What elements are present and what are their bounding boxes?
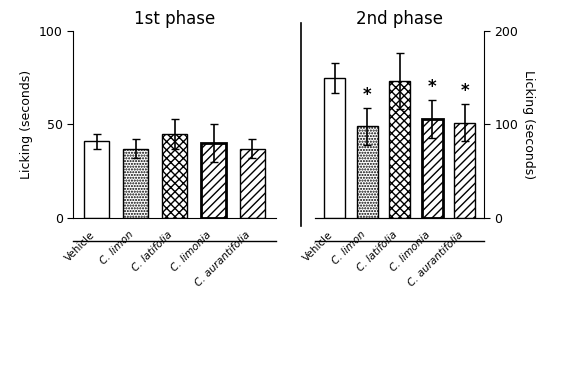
Title: 1st phase: 1st phase (134, 10, 215, 28)
Bar (201, 143, 226, 218)
Text: C. aurantifolia: C. aurantifolia (194, 229, 252, 288)
Text: *: * (363, 86, 372, 104)
Bar (422, 119, 443, 218)
Text: Vehicle: Vehicle (63, 229, 97, 263)
Bar (84, 141, 109, 218)
Text: C. limonia: C. limonia (170, 229, 213, 273)
Bar (389, 81, 410, 218)
Y-axis label: Licking (seconds): Licking (seconds) (522, 70, 535, 179)
Bar (123, 149, 148, 218)
Text: C. latifolia: C. latifolia (131, 229, 175, 273)
Bar (324, 77, 345, 218)
Text: *: * (428, 79, 436, 97)
Bar (454, 123, 475, 218)
Bar (240, 149, 265, 218)
Text: C. latifolia: C. latifolia (356, 229, 400, 273)
Title: 2nd phase: 2nd phase (356, 10, 443, 28)
Text: C. aurantifolia: C. aurantifolia (406, 229, 464, 288)
Text: *: * (461, 82, 469, 100)
Text: Vehicle: Vehicle (301, 229, 335, 263)
Bar (162, 134, 187, 218)
Y-axis label: Licking (seconds): Licking (seconds) (20, 70, 33, 179)
Bar (357, 126, 378, 218)
Text: C. limonia: C. limonia (388, 229, 432, 273)
Text: C. limon: C. limon (330, 229, 367, 267)
Text: C. limon: C. limon (99, 229, 136, 267)
